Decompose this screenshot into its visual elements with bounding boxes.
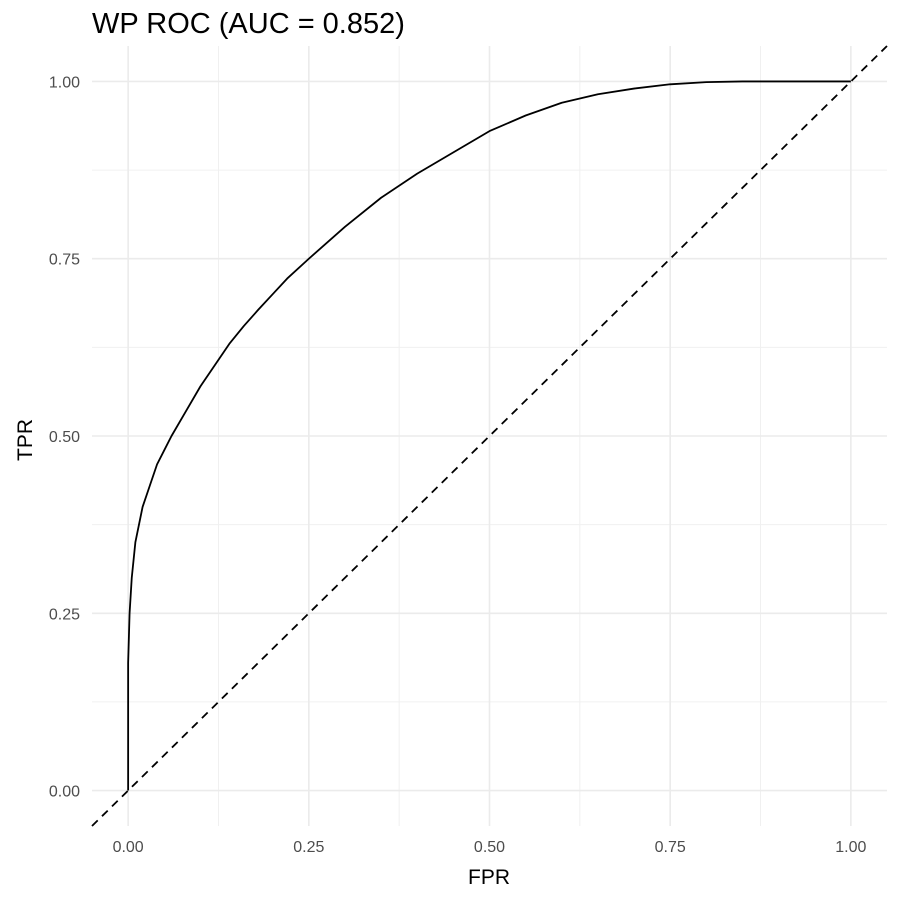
- y-tick-label: 0.50: [49, 429, 80, 446]
- diagonal-reference-line: [91, 45, 888, 827]
- y-axis-title: TPR: [14, 419, 37, 461]
- y-tick-label: 1.00: [49, 74, 80, 91]
- grid: [92, 46, 887, 826]
- y-tick-label: 0.75: [49, 252, 80, 269]
- roc-curve: [127, 80, 851, 791]
- x-axis-title: FPR: [468, 866, 510, 889]
- y-tick-label: 0.25: [49, 606, 80, 623]
- x-tick-label: 0.25: [293, 839, 324, 856]
- x-tick-label: 0.00: [113, 839, 144, 856]
- series-layer: [91, 45, 888, 827]
- x-tick-label: 1.00: [835, 839, 866, 856]
- x-tick-label: 0.50: [474, 839, 505, 856]
- x-tick-label: 0.75: [655, 839, 686, 856]
- y-tick-label: 0.00: [49, 784, 80, 801]
- chart-title: WP ROC (AUC = 0.852): [92, 8, 405, 40]
- tick-labels: 0.00 0.25 0.50 0.75 1.00 0.00 0.25 0.50 0.75 1.00: [49, 74, 867, 856]
